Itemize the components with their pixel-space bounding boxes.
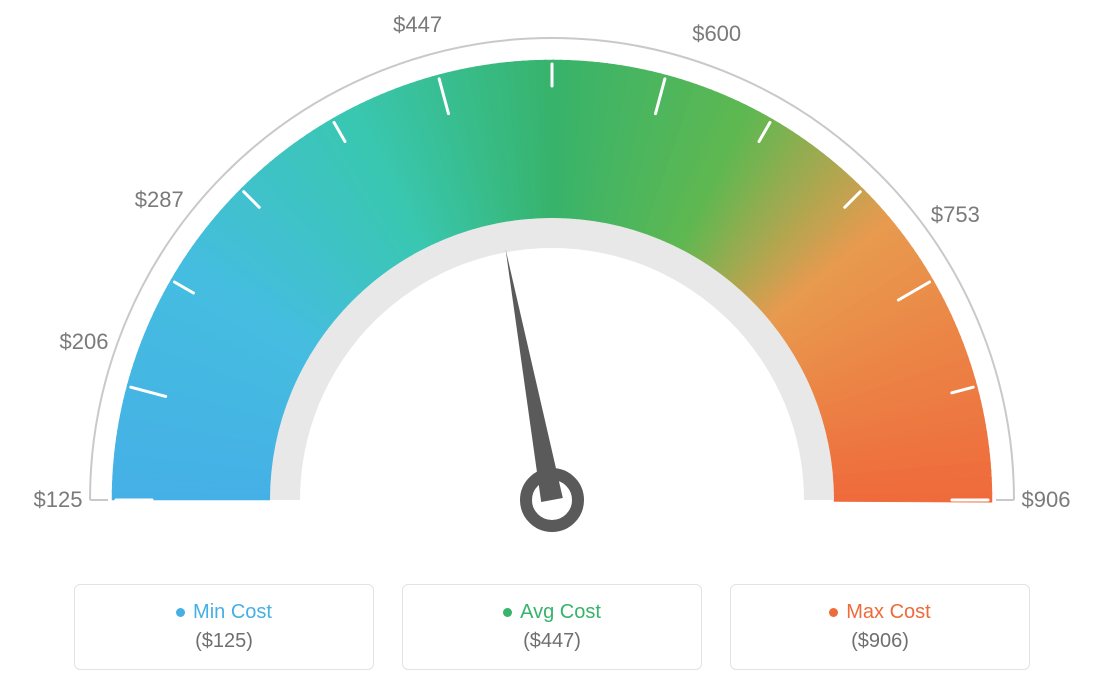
gauge-tick-label: $447	[393, 12, 442, 38]
legend-label-avg: Avg Cost	[520, 601, 601, 624]
legend-label-min: Min Cost	[193, 601, 272, 624]
legend-card-min: Min Cost ($125)	[74, 584, 374, 670]
legend-dot-avg	[503, 608, 512, 617]
legend-title-min: Min Cost	[176, 601, 272, 624]
gauge-tick-label: $600	[692, 21, 741, 47]
gauge-color-band	[112, 60, 992, 502]
gauge-tick-label: $906	[1022, 487, 1071, 513]
legend-label-max: Max Cost	[846, 601, 930, 624]
gauge-chart: $125 $206 $287 $447 $600 $753 $906	[0, 0, 1104, 560]
cost-gauge-container: $125 $206 $287 $447 $600 $753 $906 Min Cost ($…	[0, 0, 1104, 690]
legend-title-max: Max Cost	[829, 601, 930, 624]
gauge-tick-label: $125	[34, 487, 83, 513]
legend-value-min: ($125)	[195, 630, 253, 653]
legend-card-max: Max Cost ($906)	[730, 584, 1030, 670]
gauge-tick-label: $753	[931, 202, 980, 228]
legend-card-avg: Avg Cost ($447)	[402, 584, 702, 670]
legend-row: Min Cost ($125) Avg Cost ($447) Max Cost…	[0, 584, 1104, 670]
legend-dot-min	[176, 608, 185, 617]
gauge-tick-label: $287	[135, 187, 184, 213]
gauge-svg	[0, 0, 1104, 560]
legend-title-avg: Avg Cost	[503, 601, 601, 624]
legend-value-max: ($906)	[851, 630, 909, 653]
legend-value-avg: ($447)	[523, 630, 581, 653]
legend-dot-max	[829, 608, 838, 617]
gauge-tick-label: $206	[60, 329, 109, 355]
gauge-needle	[506, 249, 563, 502]
